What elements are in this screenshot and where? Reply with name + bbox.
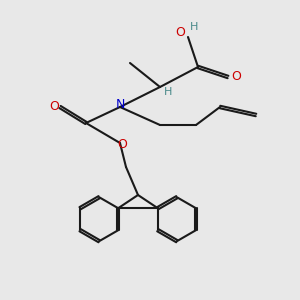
Text: O: O bbox=[49, 100, 59, 113]
Text: N: N bbox=[115, 98, 125, 112]
Text: O: O bbox=[231, 70, 241, 83]
Text: O: O bbox=[117, 139, 127, 152]
Text: H: H bbox=[164, 87, 172, 97]
Text: H: H bbox=[190, 22, 198, 32]
Text: O: O bbox=[175, 26, 185, 38]
